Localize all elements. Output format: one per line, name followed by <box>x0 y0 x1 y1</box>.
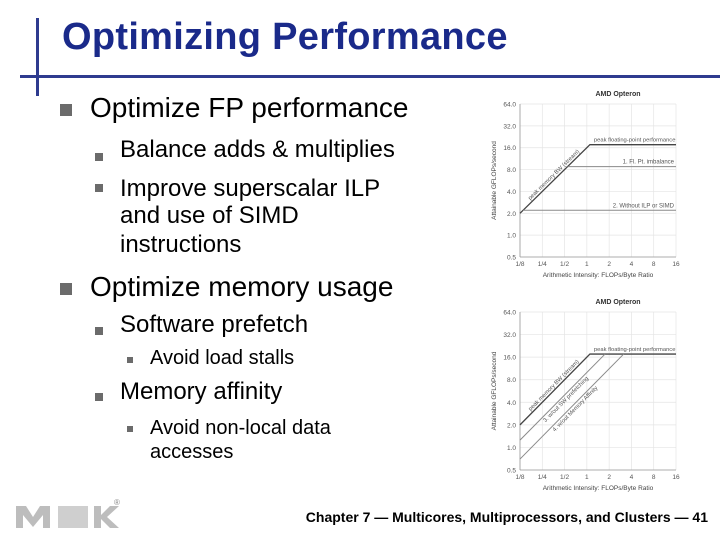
mk-logo: ® <box>14 496 124 541</box>
bullet-fp-item-2-cont: instructions <box>120 231 242 258</box>
y-tick-label: 2.0 <box>507 422 516 429</box>
bw-ceiling-line <box>519 353 625 460</box>
bw-ceiling-line <box>519 353 606 441</box>
mk-logo-icon: ® <box>16 498 120 528</box>
chart-title: AMD Opteron <box>595 299 640 306</box>
x-tick-label: 4 <box>630 474 634 481</box>
y-axis-label: Attainable GFLOPs/second <box>491 141 498 220</box>
x-tick-label: 1 <box>585 474 589 481</box>
y-axis-label: Attainable GFLOPs/second <box>491 351 498 430</box>
bullet-square-icon <box>95 327 103 335</box>
y-tick-label: 4.0 <box>507 400 516 407</box>
y-tick-label: 1.0 <box>507 233 516 240</box>
title-accent-horizontal <box>20 75 720 78</box>
y-tick-label: 32.0 <box>503 332 516 339</box>
y-tick-label: 16.0 <box>503 145 516 152</box>
slide-title: Optimizing Performance <box>62 16 508 58</box>
x-tick-label: 1/4 <box>538 261 547 268</box>
ceiling-label: 2. Without ILP or SIMD <box>613 203 675 209</box>
roofline-svg: AMD Opteron 0.5 1.0 2.0 4.0 8.0 16.0 32.0 64.0 1/… <box>491 91 680 279</box>
chart-title: AMD Opteron <box>595 91 640 98</box>
bullet-list: Optimize FP performance Balance adds & m… <box>60 92 409 463</box>
bullet-mem-heading: Optimize memory usage <box>90 271 394 302</box>
x-tick-label: 16 <box>672 474 680 481</box>
bullet-square-icon <box>95 184 103 192</box>
roofline-svg: AMD Opteron 0.5 1.0 2.0 4.0 8.0 16.0 32.0 64.0 1/… <box>491 299 680 492</box>
y-tick-label: 16.0 <box>503 355 516 362</box>
bullet-prefetch-sub: Avoid load stalls <box>150 347 295 369</box>
y-tick-label: 64.0 <box>503 310 516 317</box>
y-tick-label: 8.0 <box>507 377 516 384</box>
bullet-prefetch: Software prefetch <box>120 311 309 338</box>
y-tick-label: 64.0 <box>503 102 516 109</box>
roofline-line <box>519 353 676 426</box>
y-tick-label: 8.0 <box>507 167 516 174</box>
bullet-affinity-sub-cont: accesses <box>150 441 234 463</box>
annotation-peak-bw: peak memory BW (stream) <box>527 149 581 202</box>
y-tick-label: 1.0 <box>507 445 516 452</box>
title-accent-vertical <box>36 18 39 96</box>
bullet-square-icon <box>60 283 72 295</box>
x-tick-label: 1/8 <box>515 474 524 481</box>
y-tick-label: 0.5 <box>507 255 516 262</box>
x-tick-label: 1/2 <box>560 261 569 268</box>
bullet-square-icon <box>95 393 103 401</box>
footer-text: Chapter 7 — Multicores, Multiprocessors,… <box>305 509 708 525</box>
annotation-peak-bw: peak memory BW (stream) <box>528 359 581 413</box>
x-tick-label: 1 <box>585 261 589 268</box>
bullet-affinity: Memory affinity <box>120 378 283 405</box>
x-tick-label: 8 <box>652 261 656 268</box>
x-tick-label: 1/2 <box>560 474 569 481</box>
y-tick-label: 32.0 <box>503 123 516 130</box>
y-tick-label: 0.5 <box>507 468 516 475</box>
roofline-chart-fp: AMD Opteron 0.5 1.0 2.0 4.0 8.0 16.0 32.0 64.0 1/… <box>485 84 690 289</box>
ceiling-label: 1. Fl. Pt. imbalance <box>623 160 675 166</box>
annotation-peak-fp: peak floating-point performance <box>594 138 676 144</box>
x-tick-label: 8 <box>652 474 656 481</box>
bullet-affinity-sub: Avoid non-local data <box>150 417 331 439</box>
bullet-square-icon <box>127 357 133 363</box>
y-tick-label: 2.0 <box>507 211 516 218</box>
x-tick-label: 1/4 <box>538 474 547 481</box>
x-axis-label: Arithmetic Intensity: FLOPs/Byte Ratio <box>543 272 654 279</box>
x-axis-label: Arithmetic Intensity: FLOPs/Byte Ratio <box>543 485 654 492</box>
y-tick-label: 4.0 <box>507 189 516 196</box>
x-tick-label: 4 <box>630 261 634 268</box>
svg-text:®: ® <box>114 498 120 507</box>
x-tick-label: 16 <box>672 261 680 268</box>
x-tick-label: 2 <box>607 474 611 481</box>
x-tick-label: 1/8 <box>515 261 524 268</box>
bullet-square-icon <box>60 104 72 116</box>
bullet-fp-item-2: Improve superscalar ILP <box>120 175 381 202</box>
roofline-chart-memory: AMD Opteron 0.5 1.0 2.0 4.0 8.0 16.0 32.0 64.0 1/… <box>485 292 690 502</box>
x-tick-label: 2 <box>607 261 611 268</box>
roofline-line <box>519 144 676 214</box>
bullet-square-icon <box>95 153 103 161</box>
annotation-peak-fp: peak floating-point performance <box>594 347 676 353</box>
bullet-square-icon <box>127 426 133 432</box>
bullet-fp-item-2-cont: and use of SIMD <box>120 202 299 229</box>
bullet-fp-item-1: Balance adds & multiplies <box>120 136 395 163</box>
bullet-fp-heading: Optimize FP performance <box>90 92 409 123</box>
